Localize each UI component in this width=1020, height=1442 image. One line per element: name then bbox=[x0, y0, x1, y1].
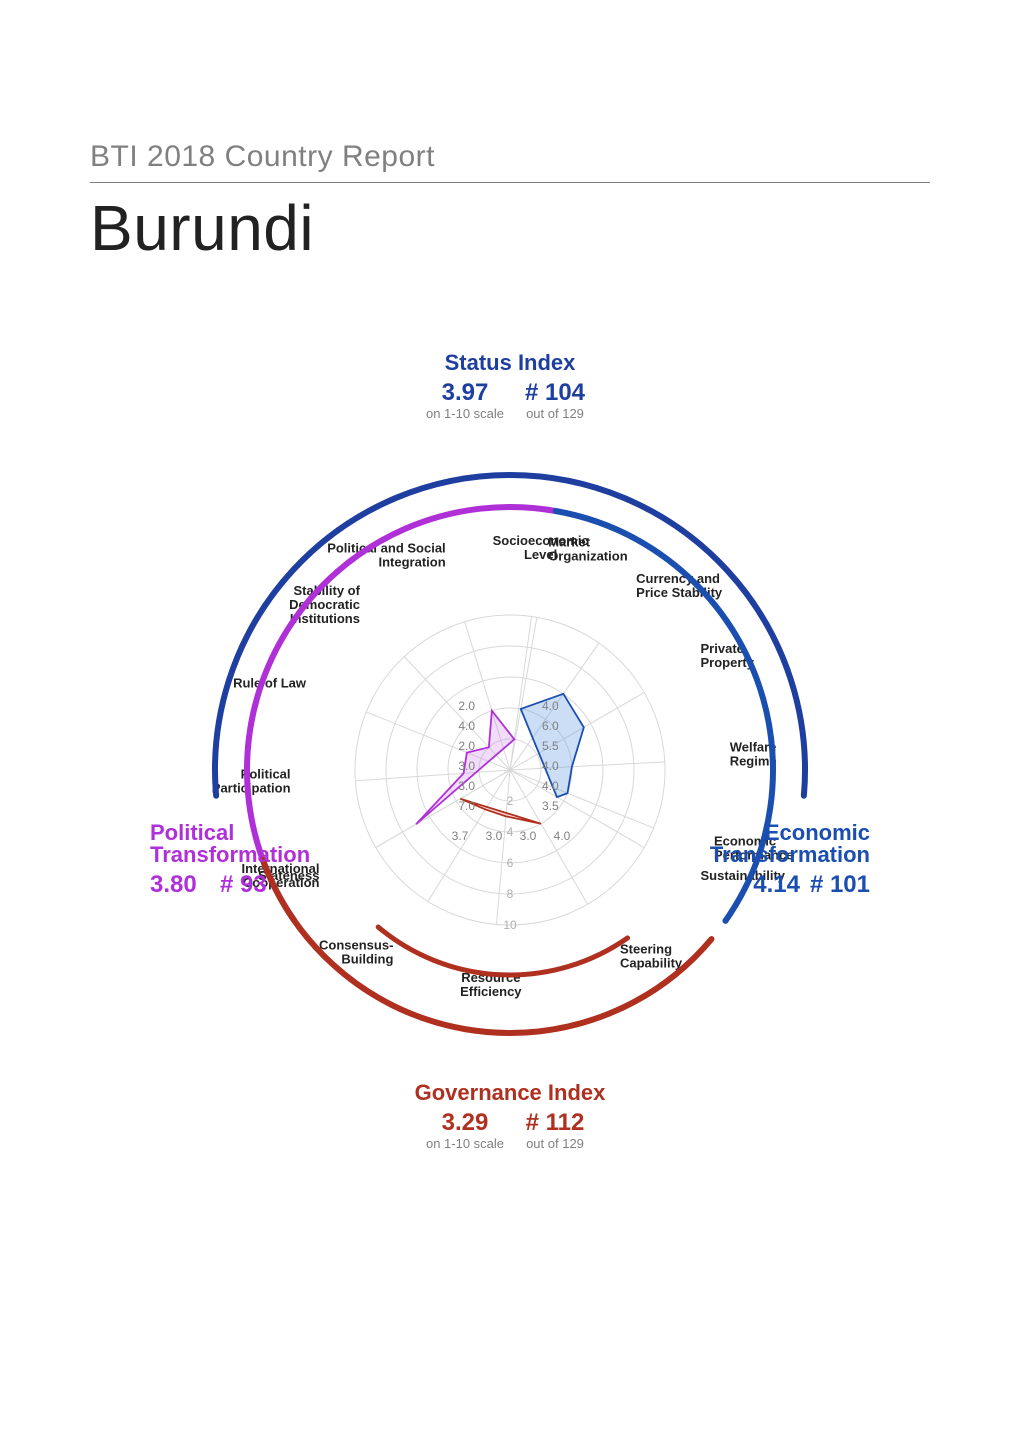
economic-value: 4.0 bbox=[542, 779, 559, 793]
country-title: Burundi bbox=[90, 191, 930, 265]
status-arc bbox=[215, 475, 805, 796]
political-value: 3.0 bbox=[458, 759, 475, 773]
report-subtitle: BTI 2018 Country Report bbox=[90, 140, 930, 174]
political-rank: # 93 bbox=[220, 871, 267, 898]
title-rule bbox=[90, 182, 930, 183]
political-value: 4.0 bbox=[458, 719, 475, 733]
grid-spoke bbox=[510, 762, 665, 770]
economic-rank: # 101 bbox=[810, 871, 870, 898]
economic-value: 4.0 bbox=[542, 759, 559, 773]
economic-value: 4.0 bbox=[542, 699, 559, 713]
political-value: 3.0 bbox=[458, 779, 475, 793]
governance-value: 3.0 bbox=[520, 829, 537, 843]
political-value: 7.0 bbox=[458, 799, 475, 813]
status-index-score: 3.97 bbox=[442, 379, 489, 406]
ring-label: 6 bbox=[507, 856, 514, 870]
ring-label: 10 bbox=[503, 918, 517, 932]
political-dimension-label: Rule of Law bbox=[233, 676, 307, 691]
economic-dimension-label: MarketOrganization bbox=[548, 534, 628, 563]
scale-label: on 1-10 scale bbox=[426, 1136, 504, 1151]
scale-label: on 1-10 scale bbox=[426, 406, 504, 421]
governance-rank: # 112 bbox=[526, 1109, 585, 1136]
economic-value: 5.5 bbox=[542, 739, 559, 753]
grid-spoke bbox=[355, 770, 510, 781]
economic-score: 4.14 bbox=[753, 871, 800, 898]
status-index-title: Status Index bbox=[445, 350, 577, 375]
economic-value: 6.0 bbox=[542, 719, 559, 733]
governance-value: 3.7 bbox=[452, 829, 469, 843]
economic-value: 3.5 bbox=[542, 799, 559, 813]
grid-spoke bbox=[510, 770, 654, 828]
grid-spoke bbox=[496, 770, 510, 924]
governance-value: 4.0 bbox=[554, 829, 571, 843]
ring-label: 4 bbox=[507, 825, 514, 839]
political-score: 3.80 bbox=[150, 871, 197, 898]
political-value: 2.0 bbox=[458, 699, 475, 713]
governance-score: 3.29 bbox=[442, 1109, 489, 1136]
governance-title: Governance Index bbox=[415, 1080, 607, 1105]
rank-total-label: out of 129 bbox=[526, 406, 584, 421]
political-dimension-label: Stability ofDemocraticInstitutions bbox=[289, 583, 360, 626]
index-chart: 2468102.04.02.03.03.07.04.06.05.54.04.03… bbox=[90, 330, 930, 1190]
grid-spoke bbox=[510, 617, 532, 770]
rank-total-label: out of 129 bbox=[526, 1136, 584, 1151]
governance-dimension-label: SteeringCapability bbox=[620, 942, 683, 971]
economic-title2: Transformation bbox=[710, 842, 870, 867]
political-value: 2.0 bbox=[458, 739, 475, 753]
political-title2: Transformation bbox=[150, 842, 310, 867]
political-dimension-label: PoliticalParticipation bbox=[212, 766, 291, 795]
grid-spoke bbox=[510, 617, 537, 770]
governance-value: 3.0 bbox=[486, 829, 503, 843]
ring-label: 8 bbox=[507, 887, 514, 901]
governance-arc-inner bbox=[378, 927, 627, 975]
status-index-rank: # 104 bbox=[525, 379, 586, 406]
